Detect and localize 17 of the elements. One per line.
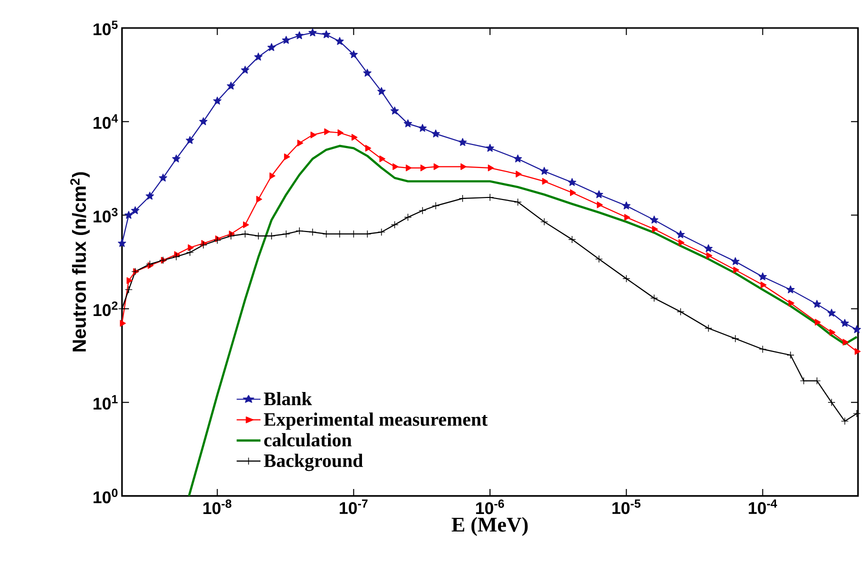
x-tick-label: 10$^{-5}$ (612, 500, 640, 514)
legend-label: Background (264, 454, 363, 472)
legend-label: Experimental measurement (264, 412, 488, 430)
legend-label: Blank (264, 392, 312, 406)
legend-label: calculation (264, 433, 352, 447)
y-tick-label: 10$^{3}$ (94, 208, 118, 223)
y-tick-label: 10$^{2}$ (94, 301, 118, 316)
x-axis-title: E (MeV) (452, 517, 528, 536)
y-tick-label: 10$^{4}$ (94, 114, 118, 129)
y-tick-label: 10$^{1}$ (94, 395, 118, 410)
y-tick-label: 10$^{5}$ (94, 20, 118, 36)
x-tick-label: 10$^{-7}$ (340, 500, 368, 514)
x-tick-label: 10$^{-6}$ (476, 500, 504, 514)
y-tick-label: 10$^{0}$ (94, 488, 118, 504)
y-axis-title: Neutron flux (n/cm$^{2}$) (70, 172, 90, 352)
x-tick-label: 10$^{-4}$ (748, 500, 778, 514)
x-tick-label: 10$^{-8}$ (203, 500, 232, 514)
